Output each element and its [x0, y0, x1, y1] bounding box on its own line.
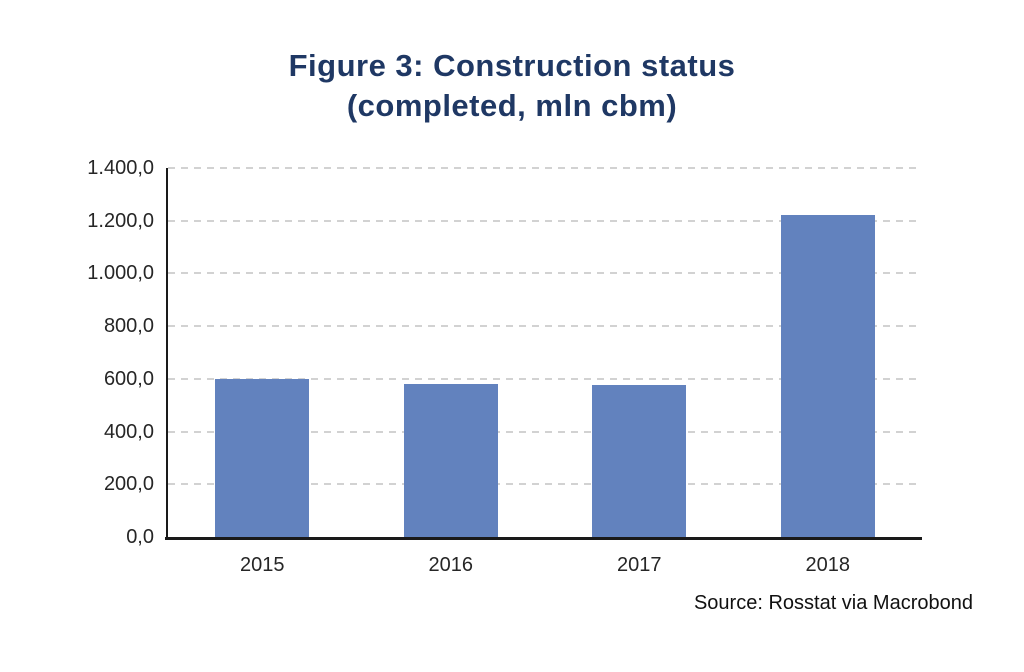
y-tick-label-1000: 1.000,0	[87, 262, 154, 285]
gridline-400	[168, 430, 922, 433]
y-tick-label-1400: 1.400,0	[87, 157, 154, 179]
y-tick-label-600: 600,0	[103, 367, 154, 390]
chart-title-line2: (completed, mln cbm)	[346, 88, 678, 123]
plot-area: 0,0 200,0 400,0 600,0 800,0 1.000,0 1.200,0 1.4…	[87, 157, 922, 576]
y-tick-label-400: 400,0	[103, 420, 154, 443]
x-axis-line	[165, 537, 922, 540]
gridline-1000	[168, 272, 922, 275]
y-tick-label-1200: 1.200,0	[87, 209, 154, 232]
y-tick-label-800: 800,0	[103, 315, 154, 338]
x-tick-label-2016: 2016	[428, 554, 474, 576]
x-tick-label-2015: 2015	[240, 554, 285, 576]
gridline-800	[168, 325, 922, 328]
bar-2017	[592, 385, 686, 537]
bar-2016	[404, 384, 498, 537]
gridline-1200	[168, 219, 922, 222]
gridline-200	[168, 483, 922, 486]
x-tick-label-2018: 2018	[805, 554, 851, 576]
gridline-600	[168, 377, 922, 380]
gridline-1400	[168, 167, 922, 169]
y-axis-line	[166, 168, 168, 537]
y-tick-label-200: 200,0	[103, 473, 154, 496]
chart-title: Figure 3: Construction status (completed…	[0, 46, 1024, 126]
y-tick-label-0: 0,0	[126, 526, 154, 548]
x-tick-label-2017: 2017	[617, 554, 662, 576]
bar-2015	[215, 379, 309, 537]
chart-title-line1: Figure 3: Construction status	[288, 48, 736, 83]
source-attribution: Source: Rosstat via Macrobond	[693, 592, 973, 614]
bar-2018	[781, 215, 875, 537]
